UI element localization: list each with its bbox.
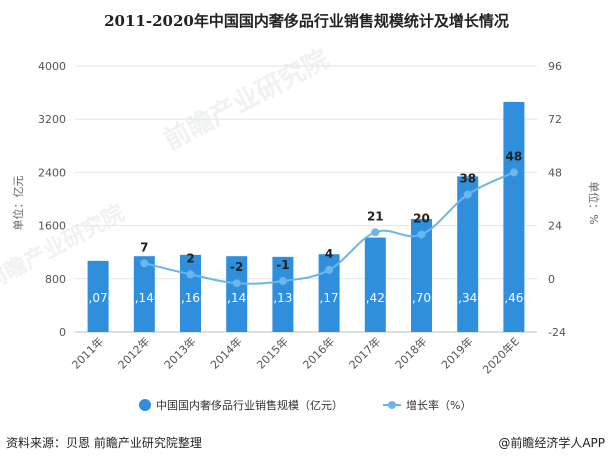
legend-line-label: 增长率（%） [406,398,471,412]
legend-line-swatch-dot [388,401,396,409]
bar-value-label: 1,160 [173,291,207,305]
growth-value-label: 38 [459,172,476,186]
left-tick-label: 4000 [38,60,66,73]
line-labels: 7 2 -2 -1 4 21 20 38 48 [140,149,522,274]
bar-value-label: 1,700 [404,291,438,305]
growth-point [417,230,426,239]
bar [226,256,248,332]
growth-value-label: 4 [325,247,333,261]
growth-point [325,265,334,274]
x-tick-label: 2012年 [115,334,152,371]
watermark-text: 前瞻产业研究院 [159,43,334,156]
left-tick-label: 1600 [38,220,66,233]
x-axis: 2011年 2012年 2013年 2014年 2015年 2016年 2017年 2018年… [69,334,522,376]
growth-point [232,279,241,288]
bar [364,237,386,332]
left-axis: 0 800 1600 2400 3200 4000 [38,60,66,339]
growth-value-label: -2 [230,260,243,274]
bar-value-label: 1,140 [127,291,161,305]
line-series [140,168,518,288]
x-tick-label: 2018年 [392,334,429,371]
growth-value-label: -1 [276,258,289,272]
bar-value-label: 1,130 [266,291,300,305]
bar [411,218,432,332]
source-note: 资料来源：贝恩 前瞻产业研究院整理 [6,436,202,450]
bar-value-label: 1,170 [312,291,346,305]
legend-bar-label: 中国国内奢侈品行业销售规模（亿元） [156,398,343,412]
right-tick-label: 24 [548,220,562,233]
right-axis: -24 0 24 48 72 96 [548,60,566,339]
left-tick-label: 800 [45,273,66,286]
bar-value-label: 2,340 [451,291,485,305]
right-tick-label: -24 [548,326,566,339]
bar [318,254,340,332]
bar [503,101,525,332]
growth-point [278,277,287,286]
bar [133,256,155,332]
growth-point [186,270,195,279]
bar [272,256,294,332]
left-axis-title: 单位：亿元 [11,176,25,231]
right-tick-label: 48 [548,166,562,179]
x-tick-label: 2016年 [300,334,337,371]
growth-value-label: 48 [506,149,523,163]
bar-value-label: 3,460 [497,291,531,305]
x-tick-label: 2015年 [254,334,291,371]
x-tick-label: 2011年 [69,334,106,371]
left-tick-label: 3200 [38,113,66,126]
growth-point [140,259,149,268]
right-tick-label: 96 [548,60,562,73]
legend: 中国国内奢侈品行业销售规模（亿元） 增长率（%） [139,398,471,412]
chart-title: 2011-2020年中国国内奢侈品行业销售规模统计及增长情况 [104,12,509,30]
growth-value-label: 2 [186,251,194,265]
x-tick-label: 2013年 [161,334,198,371]
x-tick-label: 2014年 [207,334,244,371]
legend-bar-swatch [139,399,151,411]
right-tick-label: 0 [548,273,555,286]
right-tick-label: 72 [548,113,562,126]
bar [87,260,109,332]
x-tick-label: 2019年 [438,334,475,371]
x-tick-label: 2020年E [480,334,522,376]
bar-value-label: 1,070 [81,291,115,305]
left-tick-label: 0 [59,326,66,339]
growth-point [509,168,518,177]
bar [457,176,479,332]
bar-labels: 1,070 1,140 1,160 1,140 1,130 1,170 1,420 1,700… [81,291,531,305]
growth-value-label: 7 [140,240,148,254]
bar-value-label: 1,140 [220,291,254,305]
growth-value-label: 20 [413,211,430,225]
bar-value-label: 1,420 [358,291,392,305]
x-tick-label: 2017年 [346,334,383,371]
growth-point [371,228,380,237]
left-tick-label: 2400 [38,166,66,179]
right-axis-title: 单位：% [587,181,601,224]
growth-point [463,190,472,199]
brand-credit: @前瞻经济学人APP [498,436,605,450]
growth-value-label: 21 [367,209,384,223]
